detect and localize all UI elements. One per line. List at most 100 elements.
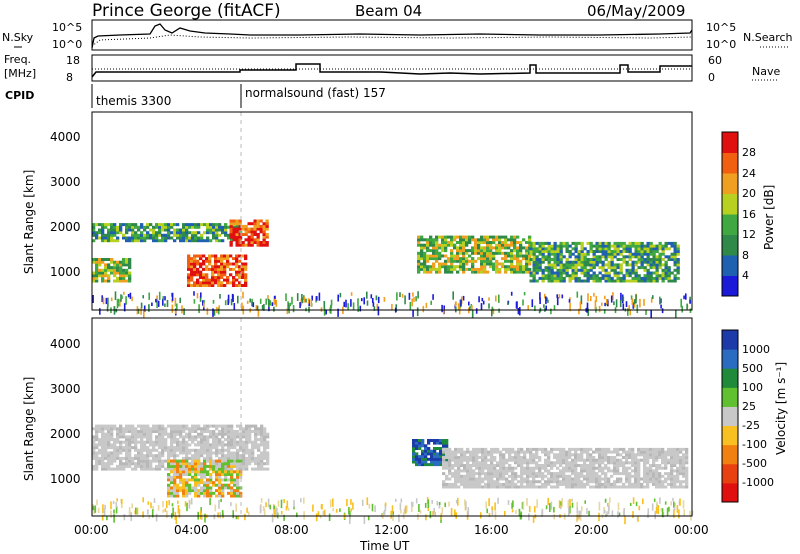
- velocity-cell-907: [191, 464, 195, 468]
- power-cell-64: [128, 236, 132, 240]
- power-cell-1285: [589, 250, 593, 253]
- power-noise-9: [343, 301, 345, 307]
- velocity-noise-177: [97, 507, 100, 513]
- velocity-cell-1437: [502, 477, 506, 481]
- power-cell-900: [489, 249, 493, 253]
- velocity-cell-1876: [613, 472, 617, 476]
- power-cell-147: [173, 233, 177, 237]
- velocity-cell-32: [98, 443, 102, 447]
- power-cell-748: [447, 257, 451, 261]
- velocity-cell-1410: [493, 447, 497, 451]
- velocity-cell-2035: [652, 450, 656, 454]
- power-cell-437: [211, 265, 215, 269]
- power-cell-729: [441, 241, 445, 244]
- power-cell-1602: [673, 274, 677, 278]
- power-cell-298: [107, 279, 111, 283]
- power-cell-636: [417, 267, 421, 271]
- power-cell-254: [233, 225, 237, 229]
- velocity-cell-2048: [655, 453, 659, 457]
- velocity-cell-847: [176, 489, 180, 493]
- power-cell-771: [453, 243, 457, 247]
- power-cell-1468: [637, 258, 641, 261]
- velocity-cell-180: [128, 424, 132, 428]
- power-cell-1318: [598, 255, 602, 259]
- power-cell-399: [199, 270, 203, 274]
- power-cbar-swatch-6: [722, 152, 738, 174]
- velocity-cell-811: [167, 486, 171, 490]
- power-cell-651: [420, 254, 424, 258]
- power-cell-906: [492, 265, 496, 269]
- power-cell-388: [196, 278, 200, 282]
- power-cell-1424: [625, 250, 629, 253]
- velocity-noise-247: [128, 507, 131, 515]
- velocity-cell-1121: [424, 449, 428, 453]
- power-cell-568: [238, 219, 242, 223]
- velocity-cell-1820: [598, 469, 602, 473]
- velocity-cbar-tick-25: 25: [742, 400, 756, 413]
- velocity-cbar-swatch-6: [722, 368, 738, 388]
- power-cell-1189: [565, 271, 569, 275]
- velocity-cell-929: [197, 478, 201, 482]
- power-cell-431: [211, 281, 215, 285]
- velocity-cell-1440: [502, 469, 506, 473]
- velocity-cell-1316: [472, 456, 476, 459]
- velocity-cell-379: [173, 438, 177, 442]
- velocity-cell-578: [218, 448, 222, 452]
- velocity-noise-53: [486, 508, 488, 514]
- velocity-cell-1304: [469, 453, 473, 457]
- velocity-cell-1760: [583, 466, 587, 470]
- velocity-noise-159: [485, 501, 487, 509]
- power-cell-1390: [616, 258, 620, 261]
- velocity-cell-16: [95, 456, 99, 460]
- power-cell-754: [450, 265, 454, 269]
- velocity-cell-1980: [640, 477, 644, 481]
- power-cell-365: [187, 254, 191, 258]
- velocity-cell-362: [170, 448, 174, 452]
- power-cell-707: [435, 249, 439, 253]
- velocity-cell-877: [182, 462, 186, 466]
- velocity-cell-1572: [535, 466, 539, 470]
- velocity-cell-504: [200, 427, 204, 431]
- x-axis: 00:00 04:00 08:00 12:00 16:00 20:00 00:0…: [74, 523, 709, 553]
- power-cell-385: [193, 254, 197, 258]
- velocity-cell-951: [203, 475, 207, 479]
- velocity-cell-1201: [445, 456, 449, 459]
- power-cell-630: [265, 233, 269, 236]
- velocity-cell-1700: [568, 456, 572, 459]
- velocity-cell-1763: [583, 458, 587, 462]
- power-cell-245: [230, 239, 234, 243]
- velocity-cell-1306: [472, 485, 476, 489]
- power-cell-37: [110, 225, 114, 229]
- velocity-noise-207: [274, 509, 276, 518]
- velocity-cell-1247: [457, 469, 461, 473]
- velocity-cell-1594: [541, 466, 545, 470]
- velocity-cell-2149: [682, 474, 686, 478]
- velocity-cell-286: [152, 446, 156, 450]
- velocity-cell-481: [197, 456, 201, 460]
- power-cell-763: [450, 238, 454, 242]
- power-cell-328: [119, 268, 123, 272]
- velocity-cell-741: [251, 424, 255, 428]
- velocity-cell-1087: [412, 444, 416, 448]
- velocity-cell-899: [188, 467, 192, 471]
- power-cell-683: [429, 257, 433, 261]
- power-cell-884: [486, 259, 490, 263]
- velocity-cell-1309: [472, 477, 476, 481]
- power-cell-1465: [637, 274, 641, 278]
- power-cell-945: [504, 267, 508, 271]
- velocity-cell-1885: [616, 485, 620, 489]
- power-noise-168: [230, 299, 233, 306]
- velocity-noise-223: [415, 498, 418, 504]
- velocity-cell-395: [176, 432, 180, 436]
- velocity-cell-1930: [628, 480, 632, 484]
- velocity-cell-206: [134, 427, 138, 431]
- velocity-cell-2004: [646, 472, 650, 476]
- velocity-cell-1757: [583, 477, 587, 481]
- power-noise-104: [586, 302, 589, 310]
- power-cell-284: [101, 279, 105, 283]
- velocity-cell-2011: [646, 450, 650, 454]
- velocity-cell-860: [179, 478, 183, 482]
- velocity-cell-274: [149, 443, 153, 447]
- power-cell-691: [432, 265, 436, 269]
- velocity-cell-1995: [643, 456, 647, 459]
